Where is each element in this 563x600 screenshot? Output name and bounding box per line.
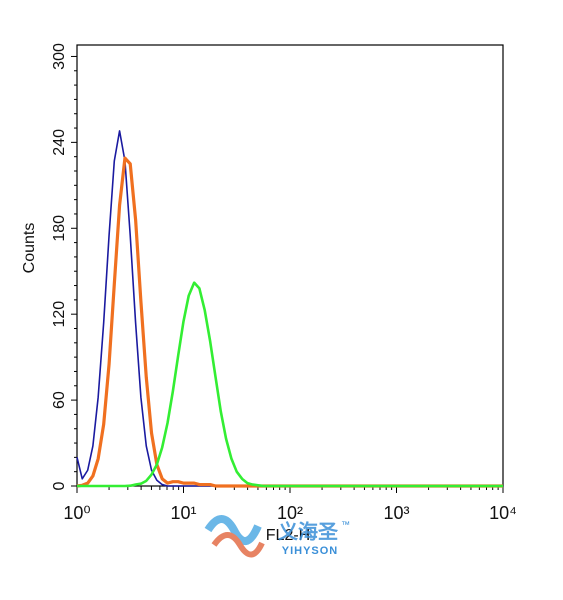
x-axis-label: FL2-H [266,527,310,544]
y-tick-label: 300 [51,43,68,70]
watermark-logo [204,515,265,558]
y-tick-label: 180 [51,215,68,242]
x-tick-label: 10⁰ [63,503,90,523]
y-tick-label: 0 [51,481,68,490]
x-tick-label: 10³ [383,503,409,523]
x-tick-label: 10⁴ [489,503,517,523]
y-axis-label: Counts [21,223,38,274]
watermark-chinese: 义海圣 [278,519,339,543]
series-line [77,281,503,488]
x-tick-label: 10¹ [170,503,196,523]
plot-frame [76,44,504,487]
watermark-trademark: ™ [341,519,350,529]
logo-wave [211,532,265,558]
y-tick-label: 120 [51,301,68,328]
x-tick-label: 10² [277,503,303,523]
watermark-english: YIHYSON [282,545,339,557]
logo-wave [204,515,262,545]
series-line [76,156,503,488]
y-tick-label: 240 [51,129,68,156]
y-tick-label: 60 [51,391,68,409]
